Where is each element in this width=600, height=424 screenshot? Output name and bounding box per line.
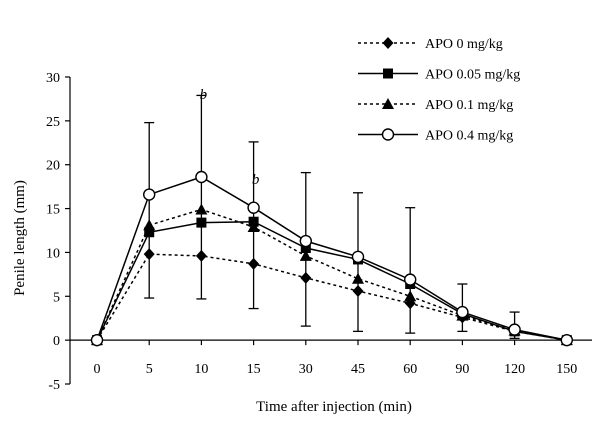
y-tick-label: -5: [48, 378, 60, 393]
series-line-1: [96, 220, 567, 341]
series-lines: [96, 176, 567, 341]
data-point-triangle: [352, 272, 364, 284]
chart-axes: [69, 77, 592, 384]
series-markers: [90, 170, 573, 347]
x-tick-label: 120: [504, 362, 525, 377]
x-tick-label: 45: [351, 362, 365, 377]
y-axis-title: Penile length (mm): [12, 180, 28, 296]
data-point-circle: [90, 333, 104, 347]
data-point-triangle: [143, 219, 156, 231]
x-tick-label: 5: [146, 362, 153, 377]
data-point-square: [144, 227, 155, 238]
x-tick-label: 0: [94, 362, 101, 377]
data-point-triangle: [404, 290, 417, 302]
x-tick-label: 60: [403, 362, 417, 377]
x-tick-label: 150: [556, 362, 577, 377]
data-point-circle: [456, 305, 469, 319]
y-tick-label: 5: [53, 290, 60, 305]
x-tick-label: 15: [247, 362, 261, 377]
y-tick-label: 30: [46, 71, 60, 86]
legend: APO 0 mg/kg APO 0.05 mg/kg APO 0.1 mg/kg AP…: [358, 37, 520, 144]
x-axis-ticks: 0 5 10 15 30 45 60 90 120 150: [94, 340, 577, 377]
data-point-diamond: [352, 285, 364, 298]
data-point-diamond: [195, 249, 207, 262]
y-tick-label: 15: [46, 203, 60, 218]
x-tick-label: 10: [194, 362, 208, 377]
data-point-circle: [299, 234, 312, 248]
legend-marker-triangle: [382, 98, 394, 109]
data-point-square: [300, 243, 311, 254]
legend-label: APO 0.4 mg/kg: [425, 129, 513, 144]
x-tick-label: 90: [455, 362, 469, 377]
y-axis-ticks: -5 0 5 10 15 20 25 30: [46, 71, 70, 393]
data-point-circle: [142, 188, 156, 201]
data-point-circle: [195, 170, 208, 184]
data-point-circle: [247, 201, 260, 214]
legend-marker-diamond: [382, 37, 394, 49]
legend-label: APO 0 mg/kg: [425, 37, 503, 52]
legend-marker-square: [383, 68, 393, 79]
annotations: bb: [200, 87, 260, 188]
series-line-3: [96, 176, 567, 341]
data-point-square: [196, 217, 207, 228]
data-point-diamond: [143, 248, 155, 261]
legend-label: APO 0.1 mg/kg: [425, 98, 513, 113]
data-point-diamond: [300, 271, 312, 284]
y-tick-label: 20: [46, 159, 60, 174]
data-point-circle: [404, 273, 417, 286]
y-tick-label: 10: [46, 246, 60, 261]
data-point-triangle: [195, 203, 208, 215]
data-point-triangle: [247, 220, 260, 232]
annotation-label: b: [200, 87, 208, 103]
x-axis-title: Time after injection (min): [256, 399, 412, 415]
y-tick-label: 0: [53, 334, 60, 349]
y-tick-label: 25: [46, 115, 60, 130]
data-point-circle: [351, 250, 365, 264]
data-point-triangle: [299, 249, 312, 261]
x-tick-label: 30: [299, 362, 313, 377]
series-line-0: [96, 253, 567, 341]
data-point-circle: [560, 333, 573, 347]
legend-marker-circle: [381, 128, 395, 141]
annotation-label: b: [252, 172, 260, 188]
legend-label: APO 0.05 mg/kg: [425, 68, 520, 83]
data-point-circle: [508, 323, 521, 336]
data-point-diamond: [248, 257, 260, 270]
